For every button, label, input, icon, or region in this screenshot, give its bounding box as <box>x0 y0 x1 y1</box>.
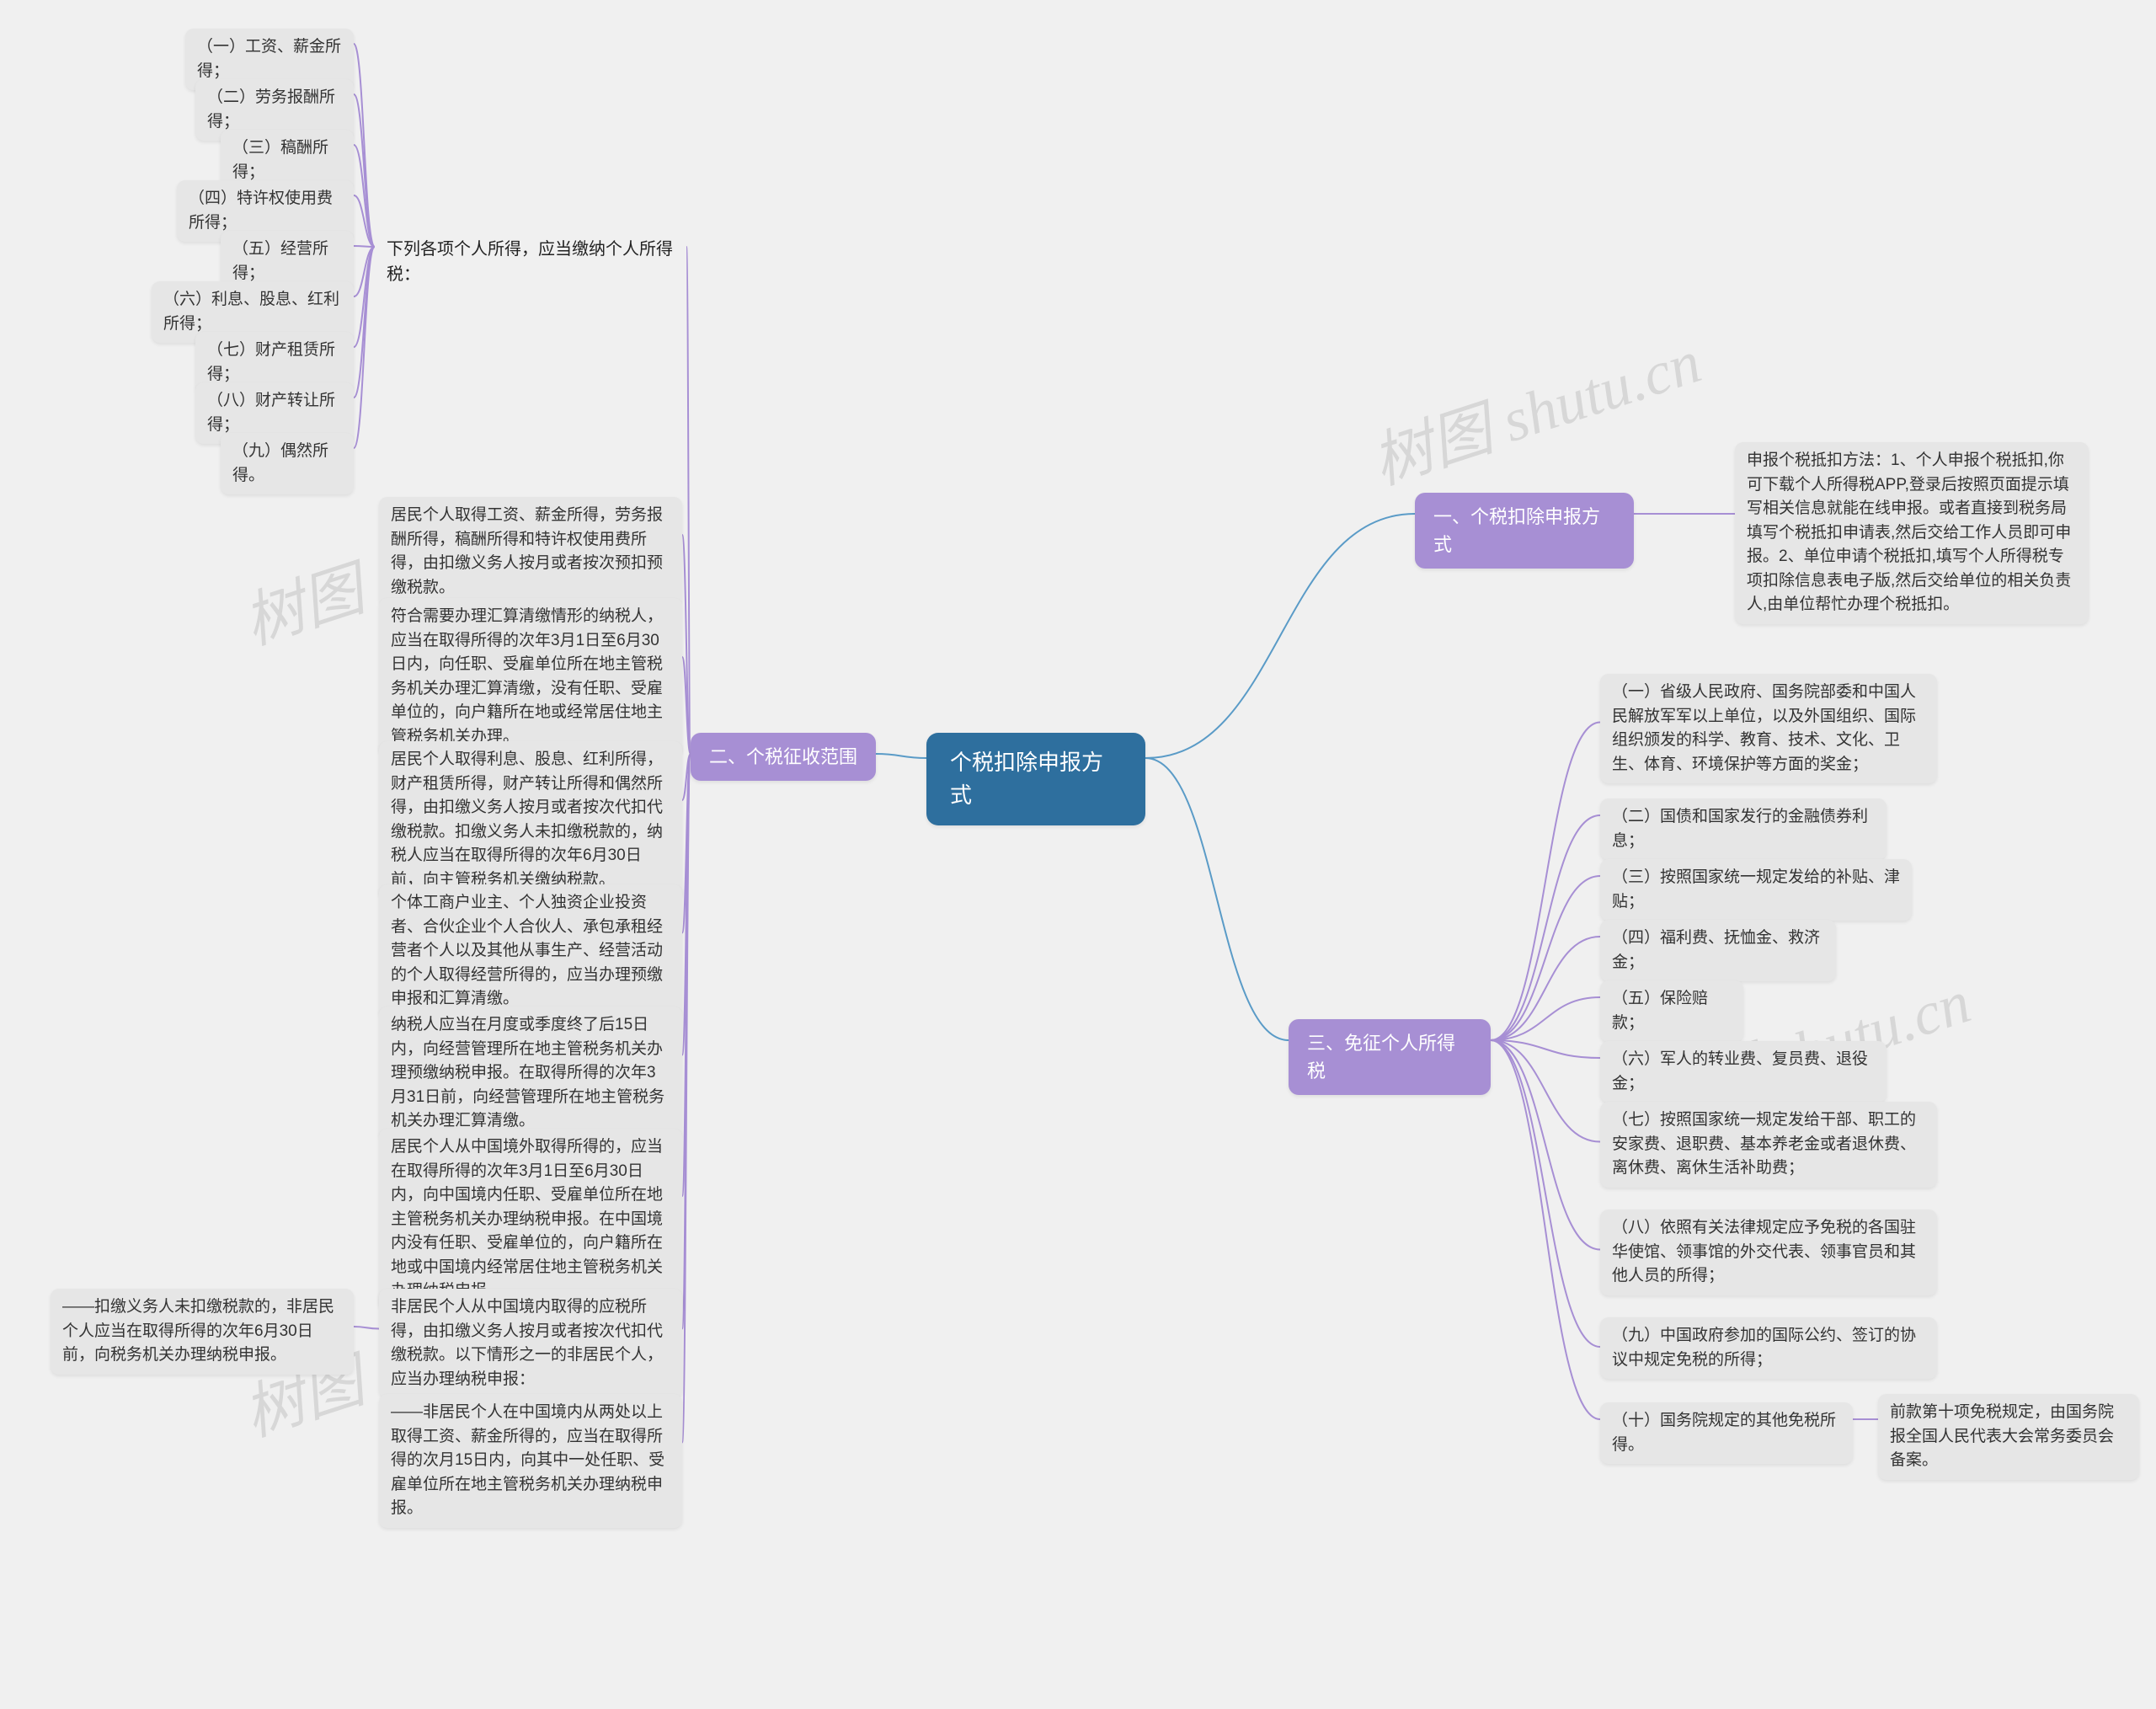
leaf-node: ——扣缴义务人未扣缴税款的，非居民个人应当在取得所得的次年6月30日前，向税务机… <box>51 1289 354 1375</box>
leaf-node: 前款第十项免税规定，由国务院报全国人民代表大会常务委员会备案。 <box>1878 1394 2139 1480</box>
leaf-node: （十）国务院规定的其他免税所得。 <box>1600 1402 1853 1464</box>
leaf-node: （六）军人的转业费、复员费、退役金； <box>1600 1041 1886 1103</box>
leaf-node: 居民个人从中国境外取得所得的，应当在取得所得的次年3月1日至6月30日内，向中国… <box>379 1129 682 1311</box>
leaf-node: （一）省级人民政府、国务院部委和中国人民解放军军以上单位，以及外国组织、国际组织… <box>1600 674 1937 783</box>
leaf-node: 居民个人取得利息、股息、红利所得，财产租赁所得，财产转让所得和偶然所得，由扣缴义… <box>379 741 682 899</box>
leaf-node: 纳税人应当在月度或季度终了后15日内，向经营管理所在地主管税务机关办理预缴纳税申… <box>379 1007 682 1140</box>
branch-node: 二、个税征收范围 <box>691 733 876 781</box>
leaf-node: （五）保险赔款； <box>1600 980 1743 1042</box>
leaf-node: （九）偶然所得。 <box>221 433 354 494</box>
leaf-node: （二）国债和国家发行的金融债券利息； <box>1600 798 1886 860</box>
center-node: 个税扣除申报方式 <box>926 733 1145 825</box>
leaf-node: 下列各项个人所得，应当缴纳个人所得税： <box>375 230 686 294</box>
leaf-node: （四）福利费、抚恤金、救济金； <box>1600 920 1836 981</box>
leaf-node: （九）中国政府参加的国际公约、签订的协议中规定免税的所得； <box>1600 1317 1937 1379</box>
leaf-node: 非居民个人从中国境内取得的应税所得，由扣缴义务人按月或者按次代扣代缴税款。以下情… <box>379 1289 682 1398</box>
watermark: 树图 shutu.cn <box>1359 312 1710 501</box>
branch-node: 一、个税扣除申报方式 <box>1415 493 1634 569</box>
leaf-node: 申报个税抵扣方法：1、个人申报个税抵扣,你可下载个人所得税APP,登录后按照页面… <box>1735 442 2089 624</box>
leaf-node: ——非居民个人在中国境内从两处以上取得工资、薪金所得的，应当在取得所得的次月15… <box>379 1394 682 1528</box>
leaf-node: （八）依照有关法律规定应予免税的各国驻华使馆、领事馆的外交代表、领事官员和其他人… <box>1600 1210 1937 1295</box>
leaf-node: 符合需要办理汇算清缴情形的纳税人，应当在取得所得的次年3月1日至6月30日内，向… <box>379 598 682 756</box>
branch-node: 三、免征个人所得税 <box>1289 1019 1491 1095</box>
leaf-node: （三）按照国家统一规定发给的补贴、津贴； <box>1600 859 1912 921</box>
leaf-node: （七）按照国家统一规定发给干部、职工的安家费、退职费、基本养老金或者退休费、离休… <box>1600 1102 1937 1188</box>
mindmap-canvas: 树图 shutu.cn树图 shutu.cn树图 shutu.cn树图 shut… <box>0 0 2156 1709</box>
leaf-node: 居民个人取得工资、薪金所得，劳务报酬所得，稿酬所得和特许权使用费所得，由扣缴义务… <box>379 497 682 606</box>
leaf-node: 个体工商户业主、个人独资企业投资者、合伙企业个人合伙人、承包承租经营者个人以及其… <box>379 884 682 1018</box>
